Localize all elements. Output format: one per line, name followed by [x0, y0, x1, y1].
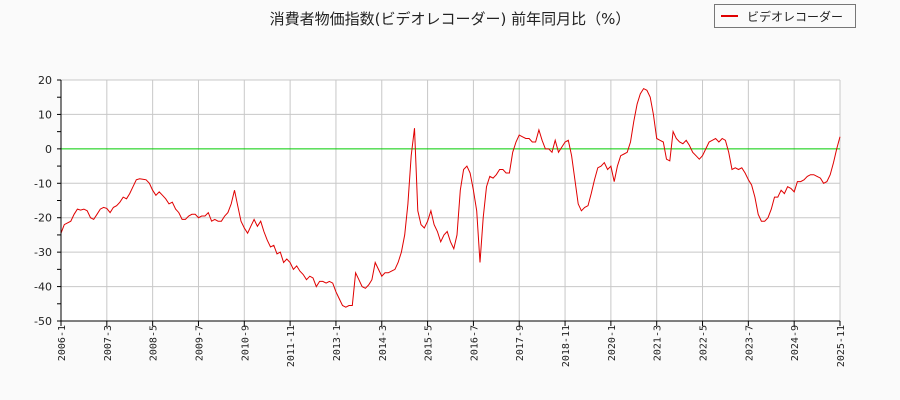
x-tick-label: 2010-9: [240, 325, 251, 361]
y-tick-label: 0: [45, 143, 52, 156]
data-series: [60, 87, 841, 308]
x-tick-label: 2013-1: [332, 325, 343, 361]
axes: [57, 79, 841, 326]
x-tick-label: 2020-1: [607, 325, 618, 361]
x-tick-label: 2007-3: [103, 325, 114, 361]
x-tick-label: 2011-11: [286, 325, 297, 367]
y-axis-labels: 20 10 0 -10 -20 -30 -40 -50: [34, 74, 52, 328]
legend-label: ビデオレコーダー: [747, 10, 844, 24]
x-tick-label: 2009-7: [194, 325, 205, 361]
legend-swatch: [721, 15, 738, 17]
x-tick-label: 2018-11: [561, 325, 572, 367]
x-tick-label: 2017-9: [515, 325, 526, 361]
plot-area: [61, 80, 840, 321]
x-axis-labels: 2006-1 2007-3 2008-5 2009-7 2010-9 2011-11 201…: [57, 325, 847, 367]
x-tick-label: 2022-5: [699, 325, 710, 361]
x-tick-label: 2021-3: [653, 325, 664, 361]
y-tick-label: -50: [34, 315, 52, 328]
x-tick-label: 2014-3: [378, 325, 389, 361]
y-tick-label: 20: [38, 74, 52, 87]
x-tick-label: 2006-1: [57, 325, 68, 361]
legend: ビデオレコーダー: [714, 4, 856, 28]
x-tick-label: 2024-9: [790, 325, 801, 361]
y-tick-label: -40: [34, 281, 52, 294]
x-tick-label: 2023-7: [744, 325, 755, 361]
x-tick-label: 2016-7: [469, 325, 480, 361]
y-tick-label: 10: [38, 108, 52, 121]
x-tick-label: 2015-5: [424, 325, 435, 361]
y-tick-label: -30: [34, 246, 52, 259]
grid-lines: [60, 79, 841, 322]
chart-title: 消費者物価指数(ビデオレコーダー) 前年同月比（%）: [269, 10, 631, 28]
x-tick-label: 2008-5: [149, 325, 160, 361]
y-tick-label: -10: [34, 177, 52, 190]
y-tick-label: -20: [34, 212, 52, 225]
x-tick-label: 2025-11: [836, 325, 847, 367]
series-line-video-recorder: [60, 87, 841, 308]
